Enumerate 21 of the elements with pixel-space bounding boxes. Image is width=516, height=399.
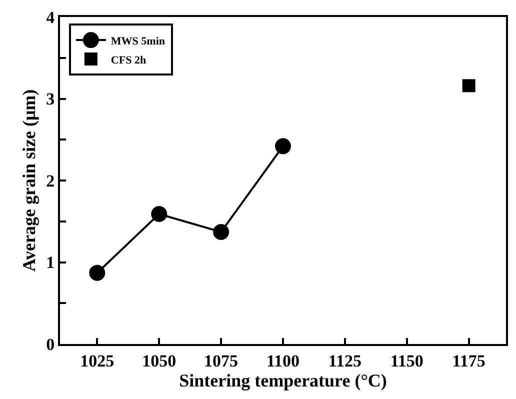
x-tick-label: 1150 (390, 351, 424, 370)
x-tick-label: 1100 (266, 351, 300, 370)
point (89, 264, 106, 281)
y-axis-title: Average grain size (μm) (18, 89, 39, 272)
y-tick-label: 2 (46, 171, 55, 190)
point (275, 138, 291, 154)
x-tick-label: 1125 (328, 351, 362, 370)
point (151, 206, 168, 222)
x-tick-label: 1050 (142, 351, 176, 370)
x-tick-label: 1175 (452, 351, 486, 370)
point (213, 224, 230, 240)
legend-label: CFS 2h (110, 54, 146, 66)
x-axis-title: Sintering temperature (°C) (179, 370, 387, 390)
y-tick-label: 4 (46, 8, 56, 27)
legend-label: MWS 5min (110, 35, 166, 48)
x-tick-label: 1025 (80, 351, 114, 370)
y-tick-label: 0 (46, 334, 55, 354)
y-tick-label: 1 (46, 253, 55, 272)
x-tick-label: 1075 (204, 351, 238, 370)
point (462, 79, 476, 92)
y-tick-label: 3 (46, 90, 55, 109)
